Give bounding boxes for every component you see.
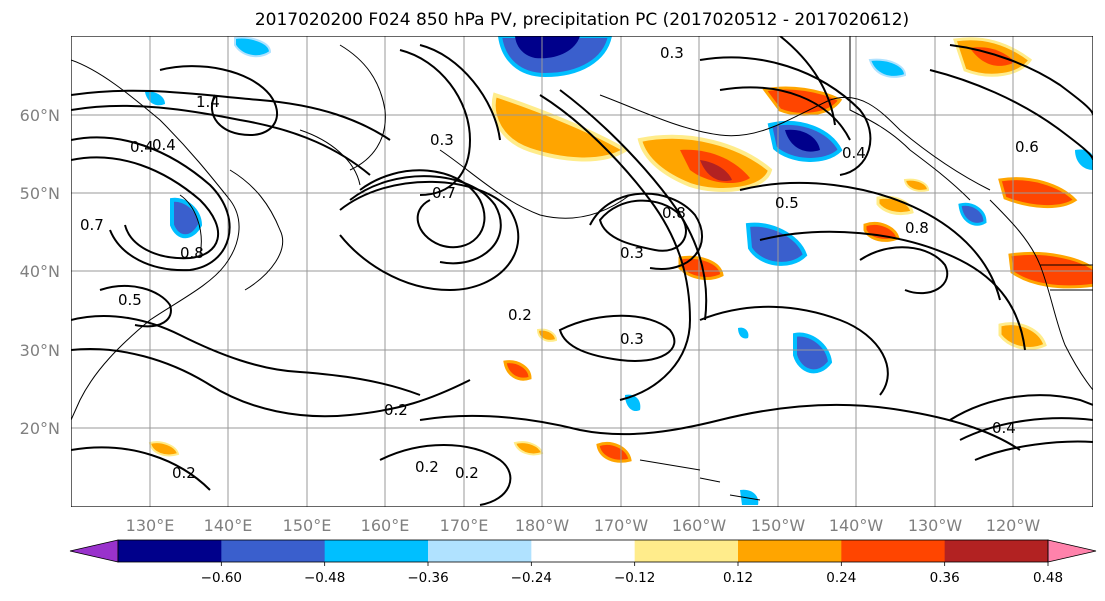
colorbar-tick-label: 0.12	[723, 570, 753, 586]
colorbar-tick-label: −0.24	[511, 570, 552, 586]
contour-label: 0.2	[384, 401, 408, 419]
colorbar-tick-label: 0.48	[1033, 570, 1063, 586]
contour-label: 0.8	[180, 244, 204, 262]
colorbar-segment	[738, 540, 842, 562]
latitude-labels: 60°N 50°N 40°N 30°N 20°N	[20, 106, 60, 438]
lon-label: 130°W	[908, 516, 963, 535]
colorbar-tick-label: −0.12	[614, 570, 655, 586]
contour-label: 0.4	[992, 419, 1016, 437]
colorbar-frame	[117, 539, 1049, 563]
contour-label: 0.8	[662, 204, 686, 222]
lat-label: 50°N	[20, 184, 60, 203]
contour-label: 0.6	[1015, 138, 1039, 156]
colorbar-segment	[841, 540, 946, 562]
contour-label: 0.7	[432, 184, 456, 202]
lon-label: 120°W	[986, 516, 1041, 535]
colorbar-tick-label: −0.60	[201, 570, 242, 586]
lat-label: 40°N	[20, 262, 60, 281]
colorbar-extend-low	[69, 539, 119, 563]
map-title: 2017020200 F024 850 hPa PV, precipitatio…	[255, 10, 909, 30]
colorbar-segment	[428, 540, 532, 562]
colorbar-segment	[634, 540, 739, 562]
contour-label: 0.2	[415, 458, 439, 476]
lon-label: 130°E	[126, 516, 175, 535]
contour-label: 0.7	[80, 216, 104, 234]
colorbar-tick-label: −0.48	[304, 570, 345, 586]
contour-label: 0.8	[905, 219, 929, 237]
precip-negative-shading	[145, 36, 1093, 505]
colorbar-tick-label: 0.24	[826, 570, 856, 586]
map-panel: 1.4 0.4 0.4 0.7 0.8 0.5 0.7 0.3 0.2 0.2 …	[71, 36, 1093, 507]
colorbar-segment	[118, 540, 222, 562]
contour-label: 0.4	[130, 138, 154, 156]
contour-label: 0.5	[775, 194, 799, 212]
longitude-labels: 130°E 140°E 150°E 160°E 170°E 180°W 170°…	[126, 516, 1041, 535]
contour-label: 1.4	[196, 93, 220, 111]
lon-label: 140°W	[829, 516, 884, 535]
colorbar: −0.60 −0.48 −0.36 −0.24 −0.12 0.12 0.24 0.36 0.4…	[69, 539, 1097, 586]
contour-label: 0.2	[508, 306, 532, 324]
contour-label: 0.4	[152, 136, 176, 154]
lon-label: 170°W	[594, 516, 649, 535]
contour-label: 0.3	[660, 44, 684, 62]
contour-label: 0.5	[118, 291, 142, 309]
colorbar-segment	[944, 540, 1049, 562]
lat-label: 20°N	[20, 419, 60, 438]
lon-label: 150°W	[751, 516, 806, 535]
lat-label: 30°N	[20, 341, 60, 360]
colorbar-tick-label: 0.36	[930, 570, 960, 586]
lon-label: 140°E	[204, 516, 253, 535]
colorbar-segment	[324, 540, 429, 562]
lon-label: 160°E	[361, 516, 410, 535]
coastlines	[71, 36, 1093, 501]
colorbar-segment	[221, 540, 326, 562]
colorbar-extend-high	[1047, 539, 1097, 563]
pv-contours	[71, 36, 1093, 506]
colorbar-segment	[531, 540, 636, 562]
contour-label: 0.3	[430, 131, 454, 149]
lon-label: 160°W	[672, 516, 727, 535]
contour-label: 0.4	[842, 144, 866, 162]
lat-label: 60°N	[20, 106, 60, 125]
contour-label: 0.3	[620, 244, 644, 262]
contour-label: 0.3	[620, 330, 644, 348]
colorbar-tick-label: −0.36	[407, 570, 448, 586]
lon-label: 150°E	[283, 516, 332, 535]
contour-labels: 1.4 0.4 0.4 0.7 0.8 0.5 0.7 0.3 0.2 0.2 …	[80, 44, 1039, 482]
lon-label: 170°E	[440, 516, 489, 535]
contour-label: 0.2	[172, 464, 196, 482]
contour-label: 0.2	[455, 464, 479, 482]
lon-label: 180°W	[515, 516, 570, 535]
